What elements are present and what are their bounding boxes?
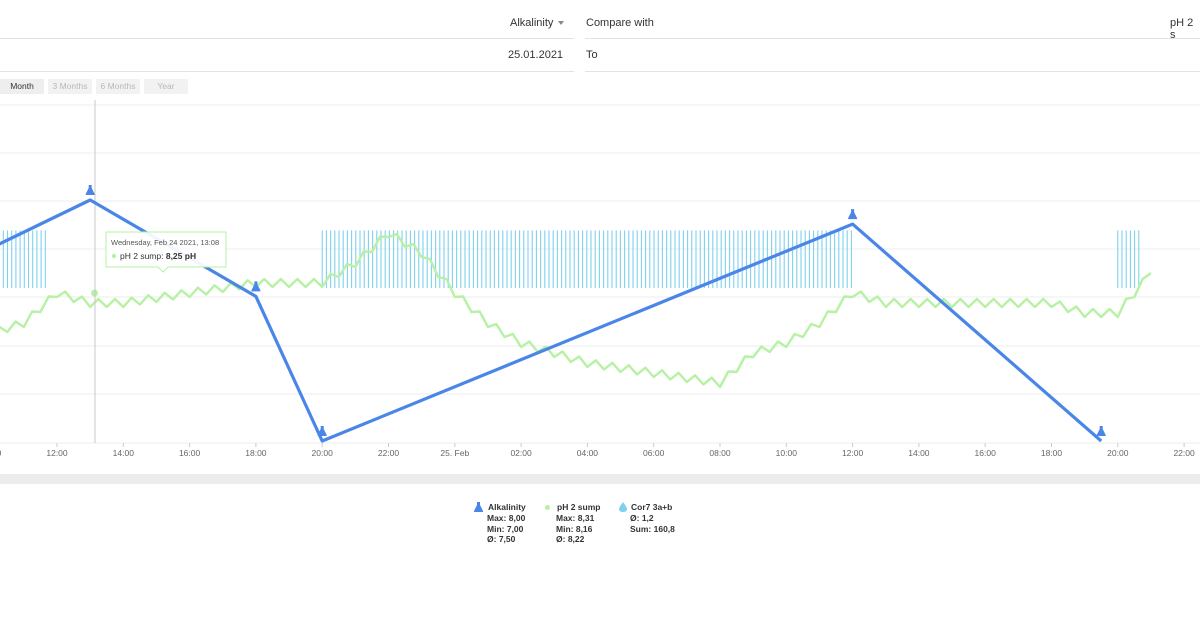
legend-item-ph-sump[interactable]: pH 2 sump Max: 8,31 Min: 8,16 Ø: 8,22 — [545, 502, 600, 545]
alkalinity-series — [0, 185, 1106, 443]
legend-stat: Ø: 8,22 — [556, 534, 585, 544]
flask-icon — [474, 502, 483, 512]
date-from-field[interactable]: 25.01.2021 — [508, 49, 564, 61]
legend-stat: Min: 7,00 — [487, 523, 524, 534]
parameter-select-label: Alkalinity — [510, 17, 554, 29]
parameter-select[interactable]: Alkalinity — [510, 17, 565, 29]
legend-stat: Max: 8,00 — [487, 513, 526, 523]
chart-gridlines — [0, 104, 1200, 444]
compare-label: Compare with — [586, 17, 654, 29]
flask-icon[interactable] — [85, 185, 95, 195]
legend-stat: Sum: 160,8 — [630, 523, 675, 534]
compare-select[interactable]: pH 2 s — [1170, 17, 1194, 41]
flask-icon[interactable] — [1096, 426, 1106, 436]
legend-stat: Ø: 1,2 — [630, 513, 654, 523]
chart-tooltip: Wednesday, Feb 24 2021, 13:08 pH 2 sump:… — [105, 231, 227, 273]
x-tick-label: 14:00 — [908, 448, 930, 458]
chart-plot[interactable]: 10:00 12:00 14:00 16:00 18:00 20:00 22:00 25. F… — [0, 100, 1200, 470]
x-tick-label: 16:00 — [975, 448, 997, 458]
x-tick-label: 08:00 — [709, 448, 731, 458]
legend-item-alkalinity[interactable]: Alkalinity Max: 8,00 Min: 7,00 Ø: 7,50 — [474, 502, 526, 545]
x-tick-label: 06:00 — [643, 448, 665, 458]
x-tick-label: 20:00 — [1107, 448, 1129, 458]
tooltip-marker — [111, 253, 117, 259]
tooltip-date: Wednesday, Feb 24 2021, 13:08 — [111, 238, 219, 247]
legend-label-alkalinity: Alkalinity — [488, 502, 526, 512]
parameter-row: Alkalinity Compare with pH 2 s — [0, 7, 1200, 41]
tooltip-box — [105, 231, 227, 273]
chart-navigator-scrollbar[interactable] — [0, 474, 1200, 484]
x-tick-label: 12:00 — [46, 448, 68, 458]
range-month-button[interactable]: Month — [0, 79, 44, 94]
x-tick-label: 16:00 — [179, 448, 201, 458]
divider — [0, 71, 574, 72]
x-tick-label: 18:00 — [1041, 448, 1063, 458]
x-tick-label: 20:00 — [312, 448, 334, 458]
divider — [585, 71, 1200, 72]
flask-icon[interactable] — [251, 281, 261, 292]
drop-icon — [619, 502, 627, 512]
coral-series — [2, 230, 1140, 288]
tooltip-value-line: pH 2 sump: 8,25 pH — [120, 251, 196, 261]
legend-label-coral: Cor7 3a+b — [631, 502, 673, 512]
chevron-down-icon — [558, 21, 565, 26]
flask-icon[interactable] — [848, 209, 858, 220]
x-tick-label: 22:00 — [1173, 448, 1195, 458]
legend-stat: Min: 8,16 — [556, 523, 593, 534]
x-tick-label: 14:00 — [113, 448, 135, 458]
divider — [0, 38, 574, 39]
legend-title: Cor7 3a+b — [619, 502, 675, 513]
legend-stat: Max: 8,31 — [556, 513, 595, 523]
divider — [585, 38, 1200, 39]
legend-item-coral[interactable]: Cor7 3a+b Ø: 1,2 Sum: 160,8 — [619, 502, 675, 534]
date-row: 25.01.2021 To — [0, 39, 1200, 71]
x-tick-label: 10:00 — [776, 448, 798, 458]
legend-label-ph: pH 2 sump — [557, 502, 601, 512]
tooltip-series-label: pH 2 sump: — [120, 251, 163, 261]
x-tick-label: 02:00 — [510, 448, 532, 458]
x-axis-ticks: 10:00 12:00 14:00 16:00 18:00 20:00 22:00 25. F… — [0, 443, 1195, 458]
alkalinity-line — [0, 198, 1103, 443]
ph-line — [0, 232, 1152, 389]
x-tick-label: 10:00 — [0, 448, 2, 458]
flask-icon[interactable] — [317, 426, 327, 436]
legend-stat: Ø: 7,50 — [487, 534, 516, 544]
date-to-field[interactable]: To — [586, 49, 598, 61]
x-tick-label: 04:00 — [577, 448, 599, 458]
legend-title: pH 2 sump — [545, 502, 600, 513]
range-year-button[interactable]: Year — [144, 79, 188, 94]
x-tick-label: 12:00 — [842, 448, 864, 458]
legend-marker — [545, 505, 550, 510]
tooltip-value: 8,25 pH — [166, 251, 196, 261]
range-3-months-button[interactable]: 3 Months — [48, 79, 92, 94]
x-tick-label: 18:00 — [245, 448, 267, 458]
legend-title: Alkalinity — [474, 502, 526, 513]
range-6-months-button[interactable]: 6 Months — [96, 79, 140, 94]
x-tick-label: 25. Feb — [440, 448, 469, 458]
x-tick-label: 22:00 — [378, 448, 400, 458]
